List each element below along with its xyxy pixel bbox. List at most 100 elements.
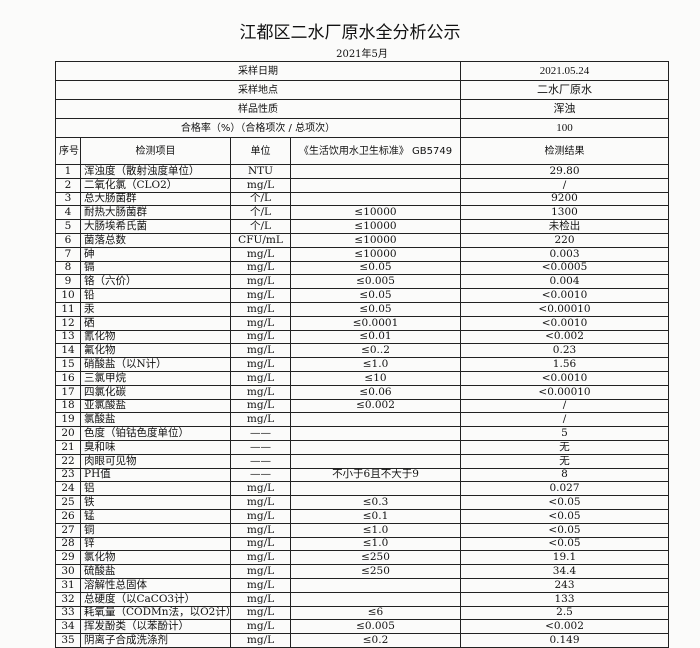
row-standard: ≤0.2 xyxy=(290,633,461,648)
row-item: PH值 xyxy=(80,467,231,483)
row-standard: ≤0.06 xyxy=(290,384,461,400)
row-item: 氰化物 xyxy=(80,329,231,345)
row-number: 16 xyxy=(55,370,81,386)
table-row: 26 锰 mg/L ≤0.1 <0.05 xyxy=(55,508,669,524)
row-item: 总硬度（以CaCO3计） xyxy=(80,591,231,607)
row-result: 0.027 xyxy=(460,481,669,497)
table-row: 34 挥发酚类（以苯酚计） mg/L ≤0.005 <0.002 xyxy=(55,619,669,635)
row-number: 34 xyxy=(55,619,81,635)
info-value: 浑浊 xyxy=(460,99,669,119)
row-unit: mg/L xyxy=(230,577,291,593)
row-result: <0.0010 xyxy=(460,288,669,303)
info-value: 二水厂原水 xyxy=(460,80,669,100)
table-row: 27 铜 mg/L ≤1.0 <0.05 xyxy=(55,522,669,538)
row-result: 0.23 xyxy=(460,343,669,359)
row-item: 氟化物 xyxy=(80,343,231,359)
info-row: 样品性质 浑浊 xyxy=(55,99,669,119)
table-row: 8 镉 mg/L ≤0.05 <0.0005 xyxy=(55,260,669,276)
row-item: 锰 xyxy=(80,508,231,524)
header-no: 序号 xyxy=(55,137,81,165)
row-number: 31 xyxy=(55,577,81,593)
row-number: 22 xyxy=(55,453,81,469)
table-row: 18 亚氯酸盐 mg/L ≤0.002/ xyxy=(55,398,669,414)
row-standard: 不小于6且不大于9 xyxy=(290,467,461,483)
table-row: 21 臭和味 —— 无 xyxy=(55,439,669,455)
info-row: 采样地点 二水厂原水 xyxy=(55,80,669,100)
row-number: 11 xyxy=(55,301,81,317)
row-unit: mg/L xyxy=(230,315,291,331)
row-item: 氯化物 xyxy=(80,550,231,566)
row-result: 无 xyxy=(460,453,669,469)
row-standard: ≤250 xyxy=(290,564,461,579)
row-standard: ≤0.05 xyxy=(290,301,461,317)
row-result: 8 xyxy=(460,467,669,483)
row-number: 14 xyxy=(55,343,81,359)
info-value: 2021.05.24 xyxy=(460,61,669,81)
row-unit: NTU xyxy=(230,164,291,179)
row-unit: —— xyxy=(230,439,291,455)
row-result: <0.002 xyxy=(460,619,669,635)
row-number: 8 xyxy=(55,260,81,276)
table-row: 29 氯化物 mg/L ≤250 19.1 xyxy=(55,550,669,566)
info-row: 合格率（%）（合格项次 / 总项次） 100 xyxy=(55,118,669,138)
row-item: 亚氯酸盐 xyxy=(80,398,231,414)
row-item: 溶解性总固体 xyxy=(80,577,231,593)
row-standard: ≤0.005 xyxy=(290,619,461,635)
row-unit: mg/L xyxy=(230,591,291,607)
info-value: 100 xyxy=(460,118,669,138)
info-label: 采样日期 xyxy=(55,61,461,81)
row-standard xyxy=(290,177,461,193)
row-result: <0.0010 xyxy=(460,315,669,331)
row-item: 硝酸盐（以N计） xyxy=(80,357,231,372)
row-number: 2 xyxy=(55,177,81,193)
row-unit: mg/L xyxy=(230,550,291,566)
row-unit: mg/L xyxy=(230,536,291,552)
row-item: 硒 xyxy=(80,315,231,331)
table-row: 4 耐热大肠菌群 个/L ≤10000 1300 xyxy=(55,205,669,221)
row-result: 0.003 xyxy=(460,246,669,262)
row-unit: mg/L xyxy=(230,619,291,635)
row-unit: mg/L xyxy=(230,495,291,510)
row-standard: ≤10000 xyxy=(290,232,461,248)
row-result: 2.5 xyxy=(460,605,669,621)
row-number: 33 xyxy=(55,605,81,621)
row-unit: mg/L xyxy=(230,343,291,359)
row-standard xyxy=(290,481,461,497)
row-result: 无 xyxy=(460,439,669,455)
row-unit: mg/L xyxy=(230,274,291,290)
row-standard xyxy=(290,577,461,593)
row-unit: —— xyxy=(230,453,291,469)
row-number: 3 xyxy=(55,191,81,207)
row-item: 色度（铂钴色度单位） xyxy=(80,426,231,441)
row-standard: ≤250 xyxy=(290,550,461,566)
table-row: 19 氯酸盐 mg/L / xyxy=(55,412,669,428)
row-result: 243 xyxy=(460,577,669,593)
row-standard: ≤0.01 xyxy=(290,329,461,345)
row-number: 25 xyxy=(55,495,81,510)
table-row: 9 铬（六价） mg/L ≤0.005 0.004 xyxy=(55,274,669,290)
row-standard: ≤0.1 xyxy=(290,508,461,524)
table-row: 32 总硬度（以CaCO3计） mg/L 133 xyxy=(55,591,669,607)
row-unit: mg/L xyxy=(230,177,291,193)
row-unit: mg/L xyxy=(230,288,291,303)
table-row: 28 锌 mg/L ≤1.0 <0.05 xyxy=(55,536,669,552)
row-result: 未检出 xyxy=(460,219,669,234)
row-item: 浑浊度（散射浊度单位） xyxy=(80,164,231,179)
row-standard: ≤6 xyxy=(290,605,461,621)
row-number: 1 xyxy=(55,164,81,179)
row-item: 四氯化碳 xyxy=(80,384,231,400)
row-number: 26 xyxy=(55,508,81,524)
row-standard xyxy=(290,426,461,441)
row-standard: ≤10 xyxy=(290,370,461,386)
table-row: 12 硒 mg/L ≤0.0001 <0.0010 xyxy=(55,315,669,331)
row-item: 耗氧量（CODMn法，以O2计） xyxy=(80,605,231,621)
row-item: 菌落总数 xyxy=(80,232,231,248)
row-number: 12 xyxy=(55,315,81,331)
row-result: 19.1 xyxy=(460,550,669,566)
row-unit: mg/L xyxy=(230,384,291,400)
row-number: 13 xyxy=(55,329,81,345)
row-unit: mg/L xyxy=(230,398,291,414)
info-label: 合格率（%）（合格项次 / 总项次） xyxy=(55,118,461,138)
table-row: 30 硫酸盐 mg/L ≤250 34.4 xyxy=(55,564,669,579)
row-standard: ≤0.005 xyxy=(290,274,461,290)
